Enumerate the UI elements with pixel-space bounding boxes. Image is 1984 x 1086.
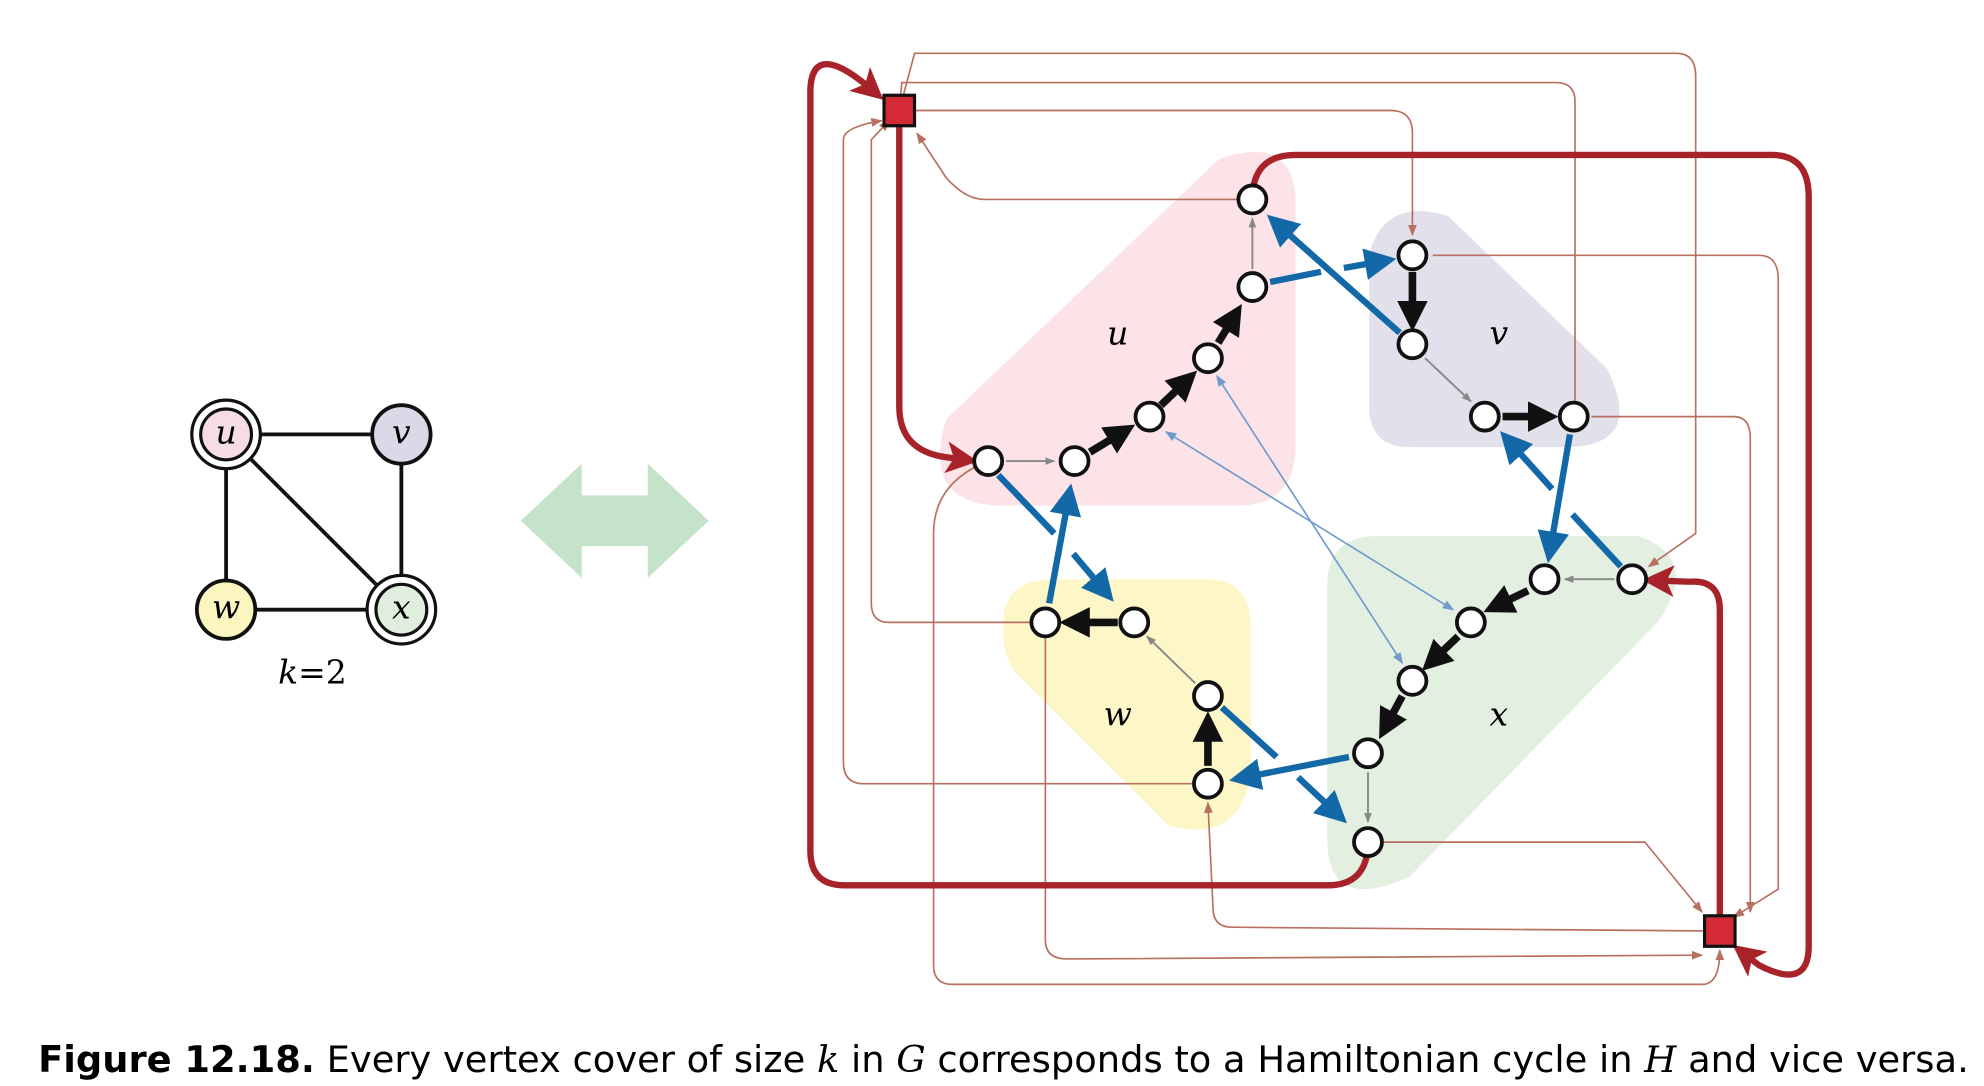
nodes-part — [1352, 737, 1384, 770]
region-v — [1369, 211, 1620, 448]
blue-edges-part — [1537, 433, 1574, 564]
caption-math: k — [817, 1038, 839, 1081]
blue-edges-part — [1229, 753, 1350, 790]
black-edges-part — [1421, 633, 1461, 671]
left-graph-part — [194, 578, 258, 641]
nodes-part — [1396, 239, 1429, 272]
gray-edges-part — [1424, 357, 1472, 403]
cover-links — [842, 52, 1780, 986]
left-graph: u v w x k=2 — [190, 398, 438, 691]
k-symbol: k — [278, 652, 298, 691]
caption-math: H — [1643, 1038, 1677, 1081]
blue-edges-part — [1219, 705, 1340, 816]
node-label: x — [392, 588, 411, 627]
cover-links-part — [932, 460, 1725, 986]
caption-text: and vice versa. — [1676, 1038, 1968, 1081]
nodes-part — [1352, 826, 1384, 859]
nodes-part — [1396, 328, 1429, 361]
region-u — [939, 152, 1296, 506]
node-label: u — [215, 412, 236, 451]
blue-edges-part — [996, 472, 1107, 594]
caption-label: Figure 12.18. — [38, 1038, 315, 1081]
nodes-part — [1192, 680, 1224, 712]
nodes-part — [1029, 606, 1062, 639]
cross-link — [1216, 374, 1403, 665]
k-value: =2 — [298, 652, 347, 691]
caption-text: Every vertex cover of size — [327, 1038, 817, 1081]
nodes-part — [1118, 606, 1151, 639]
caption-part — [315, 1038, 327, 1081]
nodes-part — [1133, 400, 1166, 433]
cover-links-part — [916, 132, 1253, 201]
cover-links-part — [899, 109, 1417, 237]
nodes-part — [1702, 914, 1737, 948]
hamiltonian-cycle-part — [896, 110, 978, 474]
left-graph-part — [370, 403, 433, 466]
blue-edges-part — [1046, 483, 1082, 604]
left-graph-part — [224, 433, 403, 612]
black-edges-part — [1379, 694, 1407, 740]
hamiltonian-cycle-part — [807, 61, 1372, 889]
black-edges-part — [1158, 370, 1198, 408]
cover-links-part — [898, 81, 1580, 418]
nodes — [882, 93, 1737, 948]
nodes-part — [1192, 342, 1224, 375]
hamiltonian-cycle-part — [1249, 151, 1812, 978]
black-edges-part — [1212, 303, 1242, 345]
gray-edges-part — [1146, 635, 1196, 685]
nodes-part — [1236, 183, 1269, 216]
nodes-part — [1468, 400, 1501, 433]
nodes-part — [1528, 563, 1561, 596]
k-label: k=2 — [278, 652, 347, 691]
nodes-part — [972, 445, 1005, 477]
cover-links-part — [1432, 254, 1780, 918]
region-x — [1327, 536, 1676, 890]
left-graph-part — [199, 407, 254, 462]
cover-links-part — [870, 119, 1046, 624]
cover-links-part — [1044, 622, 1704, 960]
cover-links-part — [1367, 841, 1703, 913]
caption-text: in — [839, 1038, 896, 1081]
gray-edges — [1005, 217, 1615, 824]
cover-links-part — [898, 52, 1697, 568]
nodes-part — [1616, 563, 1649, 596]
equivalence-arrow — [520, 463, 709, 578]
blue-edges-part — [1269, 260, 1387, 282]
nodes-part — [882, 93, 917, 128]
nodes-part — [1236, 271, 1269, 303]
cover-links-part — [1591, 415, 1755, 914]
region-label: v — [1489, 313, 1508, 352]
nodes-part — [1396, 664, 1429, 697]
hamiltonian-cycle-part — [1642, 565, 1723, 932]
blue-edges — [996, 214, 1624, 817]
hamiltonian-cycle — [807, 61, 1812, 978]
nodes-part — [1058, 445, 1091, 477]
caption-math: G — [896, 1038, 925, 1081]
cover-links-part — [1203, 801, 1720, 932]
left-graph-part — [374, 582, 429, 637]
black-edges-part — [1483, 585, 1530, 613]
node-label: w — [212, 588, 240, 627]
region-label: w — [1104, 694, 1132, 733]
nodes-part — [1454, 606, 1487, 639]
region-w — [1003, 579, 1252, 830]
cover-links-part — [842, 117, 1208, 785]
black-edges — [1059, 271, 1559, 766]
caption: Figure 12.18. Every vertex cover of size… — [38, 1038, 1969, 1081]
nodes-part — [1557, 400, 1590, 433]
nodes-part — [1192, 767, 1224, 800]
blue-edges-part — [1506, 438, 1624, 569]
blue-edges-part — [1266, 214, 1402, 336]
node-label: v — [392, 412, 411, 451]
region-label: u — [1107, 313, 1128, 352]
black-edges-part — [1087, 424, 1136, 456]
region-label: x — [1489, 694, 1508, 733]
caption-text: corresponds to a Hamiltonian cycle in — [926, 1038, 1645, 1081]
